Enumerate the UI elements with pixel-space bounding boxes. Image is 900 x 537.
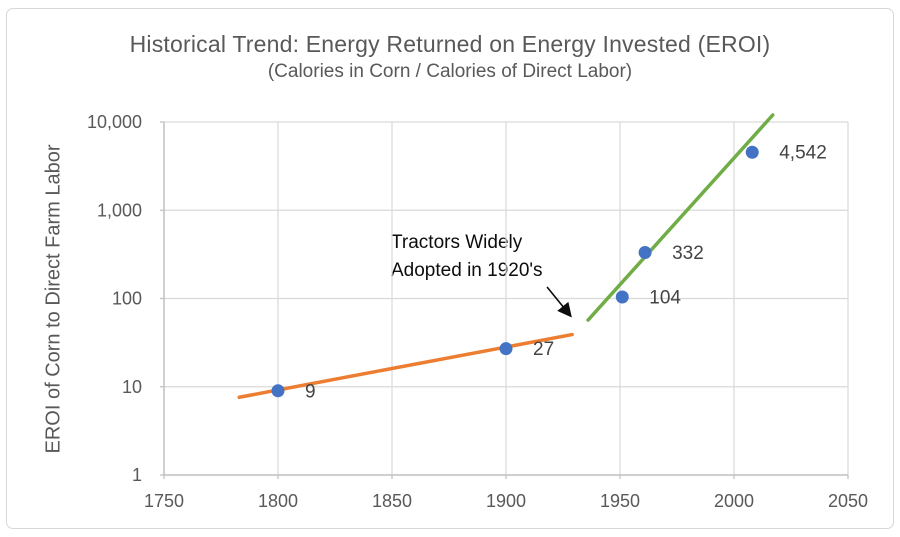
data-point (271, 384, 285, 398)
data-point-label: 4,542 (779, 143, 827, 164)
chart-title: Historical Trend: Energy Returned on Ene… (129, 31, 771, 57)
data-point-label: 9 (305, 381, 316, 402)
data-point-label: 27 (533, 339, 554, 360)
x-tick-label: 1800 (258, 491, 298, 511)
annotation-line-1: Tractors Widely (391, 232, 523, 253)
y-tick-label: 1,000 (97, 200, 142, 220)
data-point-label: 104 (649, 287, 681, 308)
data-point (499, 342, 513, 356)
x-tick-label: 1900 (486, 491, 526, 511)
x-tick-label: 2050 (828, 491, 868, 511)
annotation-text: Tractors Widely Adopted in 1920's (391, 229, 543, 285)
data-point (745, 145, 759, 159)
x-tick-label: 1950 (600, 491, 640, 511)
post-tractor-trend (586, 113, 775, 322)
data-point (615, 290, 629, 304)
y-tick-label: 10,000 (87, 112, 142, 132)
annotation-arrow (546, 286, 572, 318)
annotation-line-2: Adopted in 1920's (391, 260, 543, 281)
data-point (638, 246, 652, 260)
x-tick-label: 1850 (372, 491, 412, 511)
pre-tractor-trend (237, 332, 574, 400)
y-tick-label: 1 (132, 465, 142, 485)
x-tick-label: 1750 (144, 491, 184, 511)
chart-subtitle: (Calories in Corn / Calories of Direct L… (267, 61, 633, 82)
data-point-label: 332 (672, 243, 704, 264)
y-tick-label: 100 (112, 289, 142, 309)
y-tick-label: 10 (122, 377, 142, 397)
x-tick-label: 2000 (714, 491, 754, 511)
